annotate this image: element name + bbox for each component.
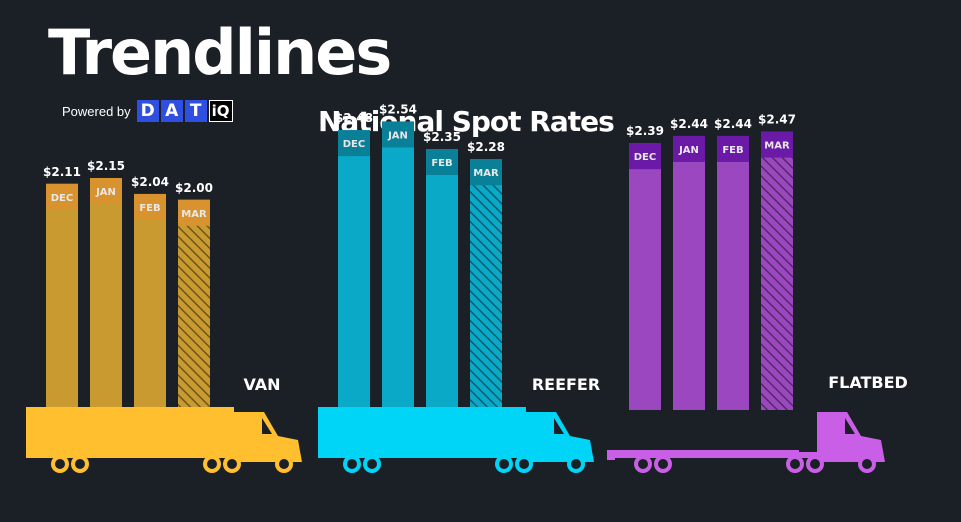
- wheel-icon: [495, 455, 513, 473]
- bar-van-dec: [46, 183, 78, 410]
- bar-cap-mar: [470, 159, 502, 186]
- bar-cap-feb: [426, 149, 458, 175]
- logo-letter-t: T: [184, 100, 207, 122]
- bar-cap-dec: [629, 143, 661, 170]
- bar-flatbed-dec: [629, 143, 661, 410]
- bar-cap-mar: [761, 131, 793, 158]
- wheel-icon: [203, 455, 221, 473]
- bar-reefer-jan: [382, 121, 414, 410]
- wheel-icon: [71, 455, 89, 473]
- truck-cab: [526, 412, 594, 462]
- group-reefer: DEC $2.48 JAN $2.54 FEB $2.35 MAR $2.28 REEFER: [318, 102, 600, 473]
- bar-cap-dec: [46, 183, 78, 210]
- category-label: DEC: [343, 139, 365, 150]
- category-label: MAR: [181, 209, 207, 220]
- category-label: JAN: [678, 145, 699, 156]
- value-label: $2.44: [670, 117, 708, 131]
- value-label: $2.04: [131, 175, 169, 189]
- bar-flatbed-feb: [717, 135, 749, 410]
- group-label-reefer: REEFER: [532, 375, 600, 394]
- wheel-icon: [51, 455, 69, 473]
- value-label: $2.44: [714, 117, 752, 131]
- truck-reefer-icon: [318, 407, 594, 473]
- bar-cap-jan: [382, 121, 414, 148]
- wheel-icon: [858, 455, 876, 473]
- value-label: $2.00: [175, 181, 213, 195]
- value-label: $2.39: [626, 124, 664, 138]
- group-label-van: VAN: [243, 375, 280, 394]
- bar-reefer-dec: [338, 130, 370, 410]
- bar-reefer-feb: [426, 149, 458, 410]
- bar-cap-jan: [673, 135, 705, 162]
- trailer-box: [26, 407, 234, 455]
- bar-flatbed-jan: [673, 135, 705, 410]
- wheel-icon: [786, 455, 804, 473]
- cab-window: [845, 418, 855, 434]
- bar-cap-feb: [717, 135, 749, 162]
- logo-iq: iQ: [208, 100, 233, 122]
- category-label: MAR: [473, 168, 499, 179]
- group-flatbed: DEC $2.39 JAN $2.44 FEB $2.44 MAR $2.47 FLATBED: [607, 113, 908, 473]
- bar-cap-jan: [90, 178, 122, 204]
- value-label: $2.47: [758, 113, 796, 127]
- chassis: [26, 452, 296, 458]
- bar-hatch-mar: [178, 225, 210, 410]
- bar-van-jan: [90, 178, 122, 410]
- wheel-icon: [363, 455, 381, 473]
- group-label-flatbed: FLATBED: [828, 373, 908, 392]
- category-label: DEC: [634, 152, 656, 163]
- chassis: [609, 452, 879, 458]
- value-label: $2.35: [423, 130, 461, 144]
- wheel-icon: [343, 455, 361, 473]
- category-label: FEB: [431, 158, 452, 169]
- bar-cap-dec: [338, 130, 370, 157]
- bar-hatch-mar: [470, 185, 502, 410]
- value-label: $2.11: [43, 165, 81, 179]
- bar-cap-mar: [178, 199, 210, 226]
- bar-cap-feb: [134, 193, 166, 220]
- wheel-icon: [634, 455, 652, 473]
- wheel-icon: [806, 455, 824, 473]
- logo-letter-a: A: [160, 100, 183, 122]
- bar-van-feb: [134, 193, 166, 410]
- truck-van-icon: [26, 407, 302, 473]
- category-label: MAR: [764, 141, 790, 152]
- powered-by-label: Powered by: [62, 103, 131, 119]
- group-van: DEC $2.11 JAN $2.15 FEB $2.04 MAR $2.00 VAN: [26, 159, 302, 473]
- truck-flatbed-icon: [607, 412, 885, 473]
- value-label: $2.28: [467, 140, 505, 154]
- chassis: [318, 452, 588, 458]
- category-label: FEB: [722, 145, 743, 156]
- category-label: FEB: [139, 203, 160, 214]
- page-title: Trendlines: [48, 16, 392, 89]
- wheel-icon: [567, 455, 585, 473]
- bar-hatch-mar: [761, 157, 793, 410]
- value-label: $2.54: [379, 102, 417, 116]
- truck-cab: [817, 412, 885, 462]
- cab-window: [262, 418, 272, 434]
- category-label: JAN: [387, 130, 408, 141]
- truck-cab: [234, 412, 302, 462]
- cab-window: [554, 418, 564, 434]
- wheel-icon: [654, 455, 672, 473]
- wheel-icon: [223, 455, 241, 473]
- category-label: DEC: [51, 193, 73, 204]
- value-label: $2.48: [335, 111, 373, 125]
- wheel-icon: [515, 455, 533, 473]
- logo-letter-d: D: [136, 100, 159, 122]
- trailer-box: [318, 407, 526, 455]
- value-label: $2.15: [87, 159, 125, 173]
- wheel-icon: [275, 455, 293, 473]
- category-label: JAN: [95, 187, 116, 198]
